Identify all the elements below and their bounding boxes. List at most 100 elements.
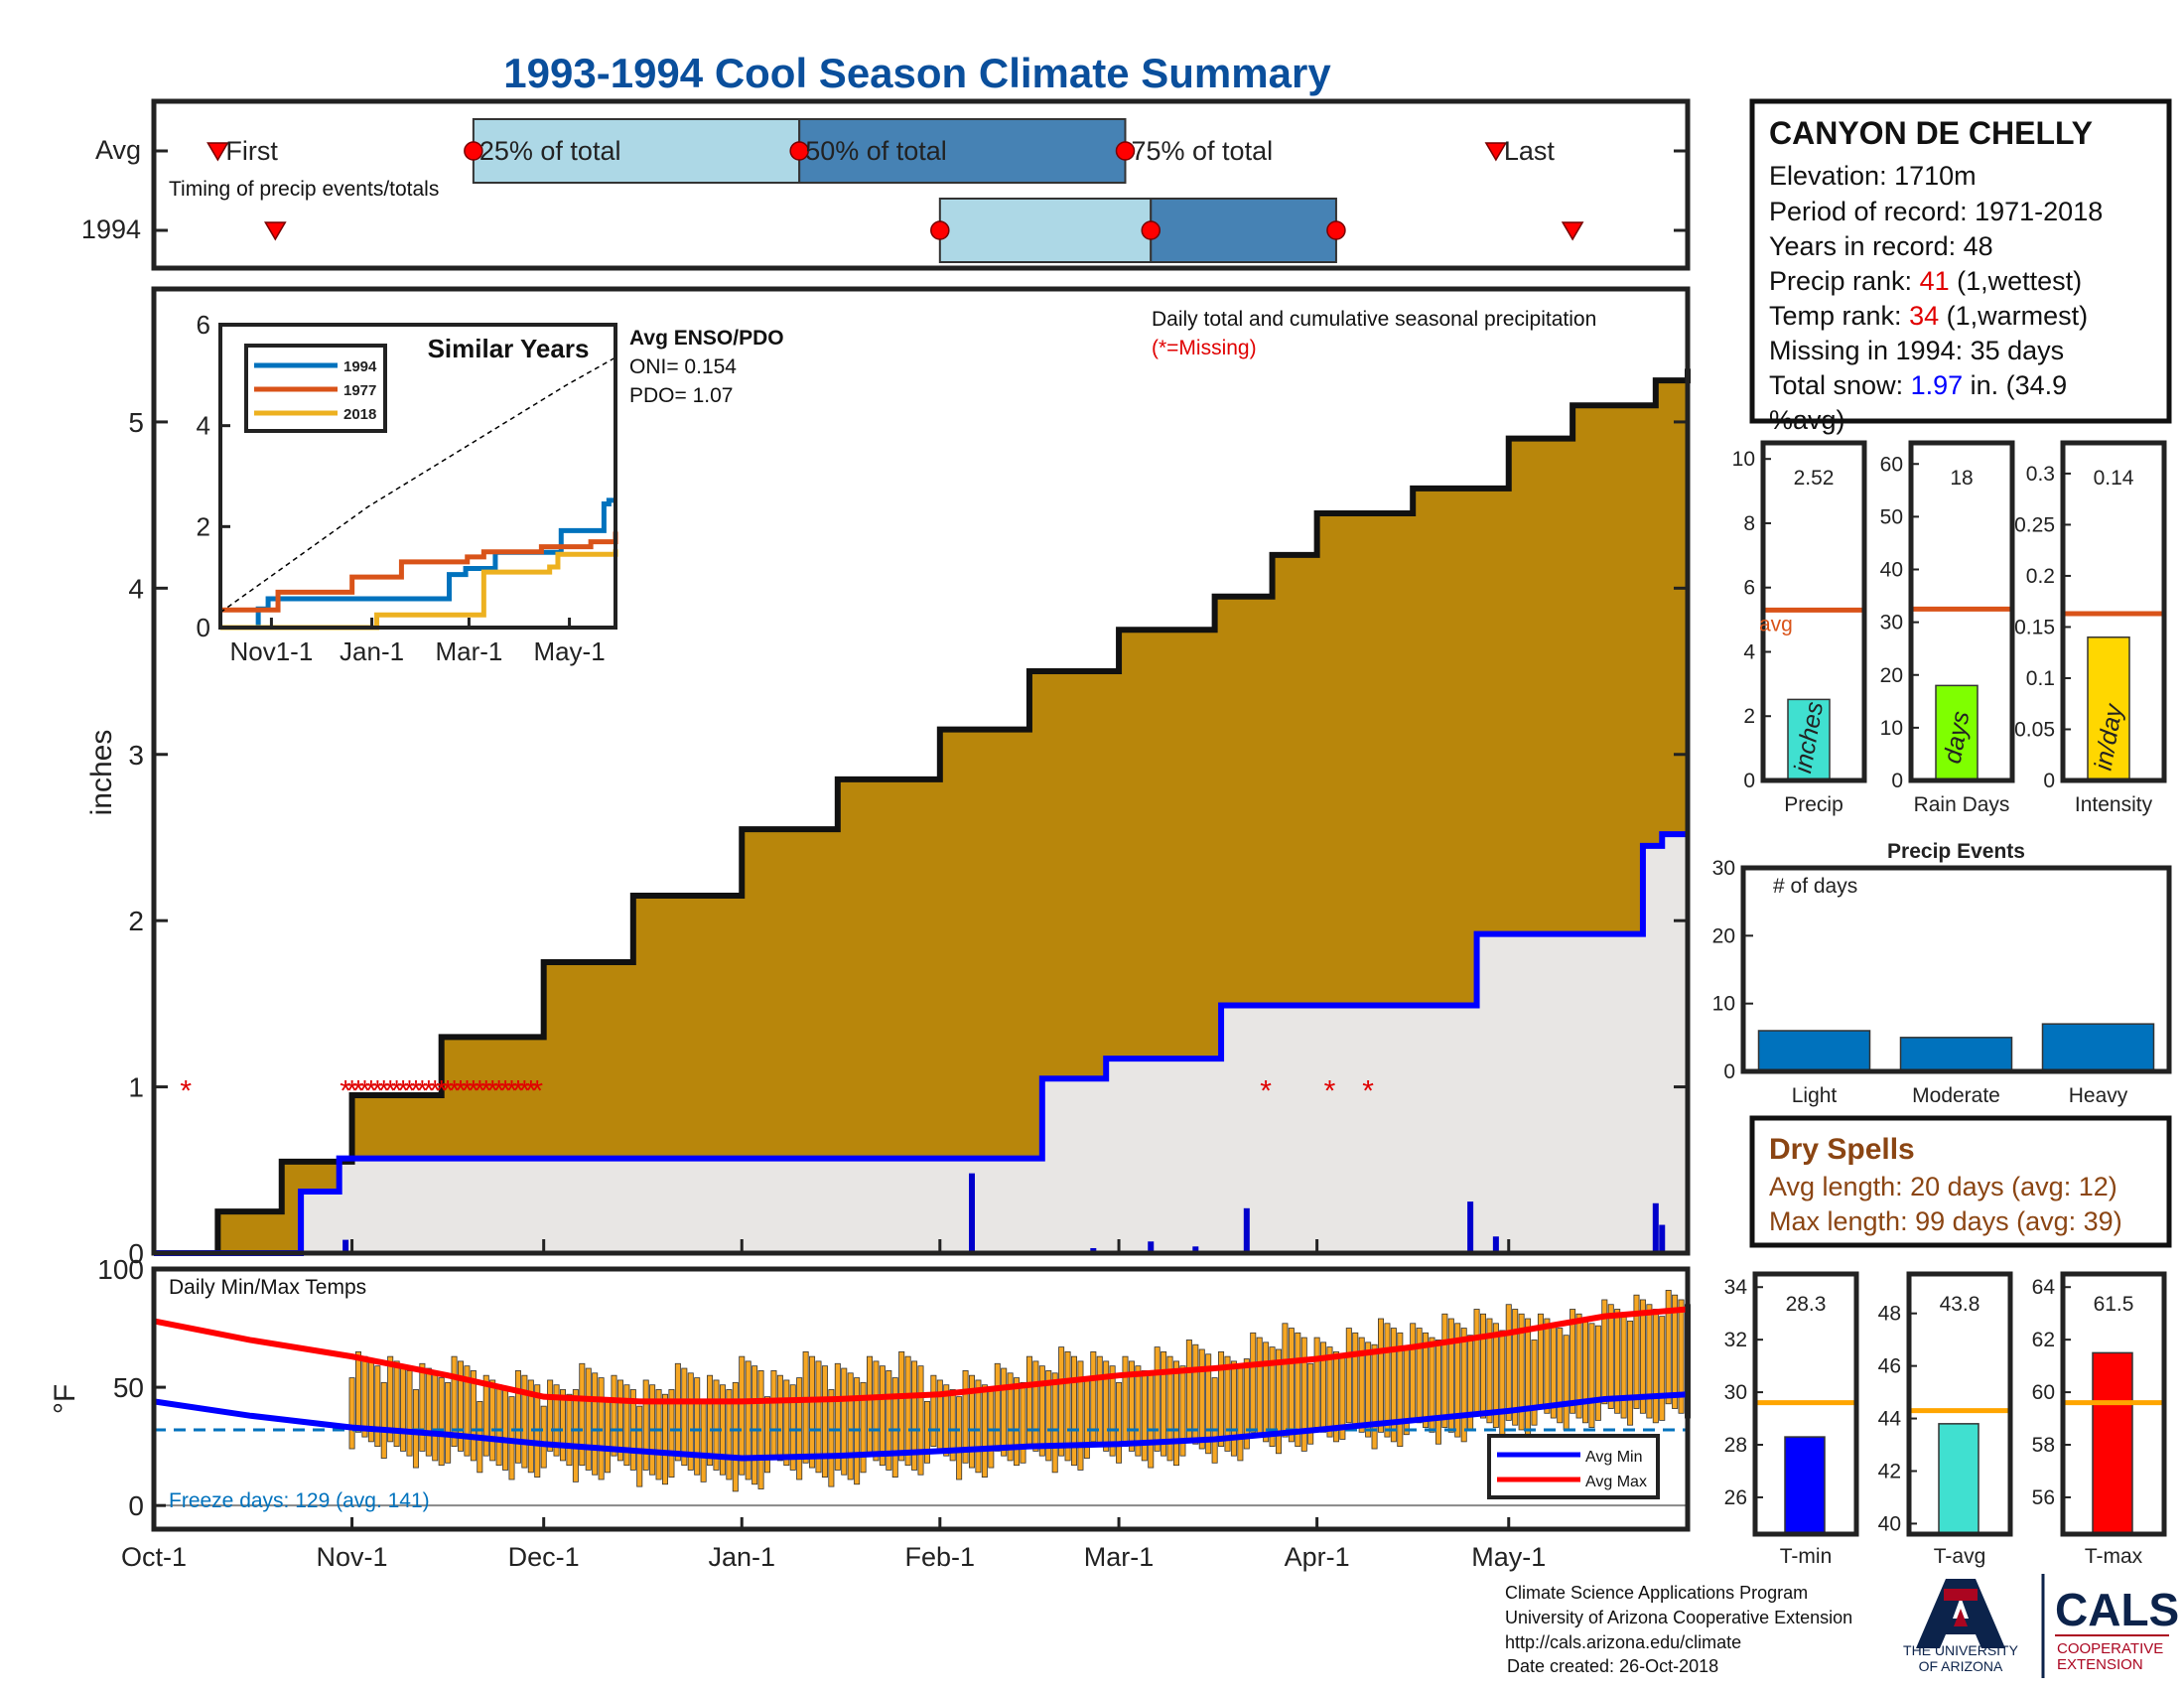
missing-mark-32: * [352,1075,364,1108]
summary-cat-1: Rain Days [1914,793,2010,816]
avg-min-line [153,1391,1689,1462]
temp-range-bar-80 [662,1393,669,1485]
temp-range-bar-157 [1154,1346,1160,1452]
daily-bar-235 [1652,1202,1659,1253]
missing-mark-5: * [180,1075,192,1108]
summary-ytick-label-1-4: 40 [1880,559,1903,582]
temp-range-bar-137 [1025,1355,1032,1448]
temp-range-bar-161 [1179,1365,1186,1457]
temp-range-bar-178 [1288,1328,1295,1443]
temp-range-bar-220 [1557,1328,1564,1424]
p75-label: 75% of total [1132,136,1274,166]
events-ytick-label-10: 10 [1712,993,1735,1016]
avg-cumulative-line [154,368,1691,1256]
temp-range-bar-226 [1594,1325,1601,1421]
snow-percent-cont: %avg) [1769,405,1845,435]
temp-range-bar-188 [1352,1332,1359,1428]
temp-range-bar-126 [956,1396,963,1481]
temp-range-bar-58 [521,1374,528,1469]
temp-range-bar-185 [1332,1350,1339,1443]
observed-cumulative-area [154,834,1688,1253]
precip-main-frame [151,286,1691,1256]
temp-summary-ytick-label-2-62: 62 [2032,1329,2055,1351]
temp-range-bar-208 [1480,1313,1487,1419]
inset-lines [219,356,618,631]
temp-range-bar-176 [1276,1348,1283,1455]
temp-y-ticks: 0 50 100 [97,1254,166,1521]
temp-summary-ytick-label-1-40: 40 [1878,1512,1901,1535]
footer-line-2: University of Arizona Cooperative Extens… [1505,1608,1852,1627]
temp-summary-cat-0: T-min [1780,1545,1833,1568]
temp-range-bar-106 [828,1389,835,1487]
temp-range-bar-135 [1014,1377,1021,1467]
temp-range-bar-94 [751,1365,758,1485]
summary-ytick-label-2-3: 0.15 [2014,616,2055,638]
year-last-marker [1561,221,1584,241]
coop-line-2: EXTENSION [2057,1656,2143,1673]
daily-bar-128 [969,1173,975,1253]
temp-summary-bar-T-max [2092,1351,2133,1535]
temp-range-bar-139 [1038,1365,1045,1457]
dry-spells-title: Dry Spells [1769,1133,1915,1166]
main-y-label: inches [85,730,118,816]
temp-range-bar-187 [1345,1328,1352,1424]
temp-range-bar-68 [585,1367,592,1471]
summary-ytick-label-1-0: 0 [1891,770,1903,792]
temp-range-bar-239 [1678,1299,1685,1414]
events-title: Precip Events [1887,840,2025,863]
missing-mark-55: * [499,1075,511,1108]
temp-range-bar-182 [1313,1337,1320,1428]
temp-range-bar-37 [387,1355,394,1443]
timing-panel: First 25% of total 50% of total 75% of tota… [81,98,1691,271]
temp-range-bar-200 [1429,1337,1435,1433]
summary-ytick-label-0-0: 0 [1743,770,1755,792]
precip-events-panel: Light Moderate Heavy 0 10 20 30 Precip Events # … [1712,840,2172,1107]
avg-p25-marker [464,141,483,161]
timing-avg-label: Avg [95,135,141,165]
temp-title: Daily Min/Max Temps [169,1276,366,1299]
temp-range-bar-215 [1525,1318,1532,1436]
temp-summary-ytick-label-0-32: 32 [1724,1329,1747,1351]
temp-range-bar-232 [1633,1294,1640,1409]
temp-range-bar-179 [1295,1332,1301,1448]
precip-rank-label: Precip rank: [1769,266,1920,296]
summary-ytick-label-2-0: 0 [2043,770,2055,792]
temp-range-bar-158 [1160,1350,1167,1457]
dry-spells-max: Max length: 99 days (avg: 39) [1769,1206,2122,1236]
precip-rank: Precip rank: 41 (1,wettest) [1769,266,2082,296]
temp-range-bar-85 [694,1377,701,1476]
station-name: CANYON DE CHELLY [1769,115,2093,151]
temp-range-bar-222 [1570,1309,1576,1414]
dry-spells-box: Dry Spells Avg length: 20 days (avg: 12)… [1749,1115,2172,1248]
temp-range-bar-74 [623,1384,630,1467]
main-ytick-label-0: 0 [128,1238,144,1269]
temp-ytick-label-50: 50 [113,1372,144,1403]
temp-range-bar-39 [400,1365,407,1452]
ua-monogram-icon [1916,1579,2005,1648]
missing-days: Missing in 1994: 35 days [1769,336,2064,365]
temp-range-bar-198 [1416,1328,1423,1424]
temp-range-bar-192 [1378,1318,1385,1433]
missing-mark-54: * [493,1075,505,1108]
temp-range-bar-32 [354,1350,361,1433]
main-ytick-label-4: 4 [128,573,144,604]
first-label: First [225,136,278,166]
temp-range-bar-123 [936,1379,943,1452]
temp-summary-ytick-label-2-64: 64 [2032,1276,2056,1299]
temp-range-bar-33 [361,1355,368,1438]
temp-range-bar-62 [547,1379,554,1452]
summary-ytick-label-2-4: 0.2 [2026,565,2055,588]
summary-frame-0 [1760,440,1867,783]
events-cat-2: Heavy [2069,1084,2128,1107]
temp-range-bar-201 [1434,1340,1441,1445]
missing-mark-42: * [417,1075,429,1108]
temp-summary-ytick-label-1-42: 42 [1878,1460,1901,1482]
missing-mark-60: * [531,1075,543,1108]
main-y-ticks: 0 1 2 3 4 5 [128,407,1688,1269]
xtick-label-5: Mar-1 [1084,1542,1155,1572]
temp-summary-ytick-label-2-60: 60 [2032,1381,2055,1404]
main-ytick-label-2: 2 [128,906,144,936]
ua-line-2: OF ARIZONA [1919,1658,2003,1674]
missing-mark-31: * [346,1075,358,1108]
xtick-label-6: Apr-1 [1285,1542,1350,1572]
